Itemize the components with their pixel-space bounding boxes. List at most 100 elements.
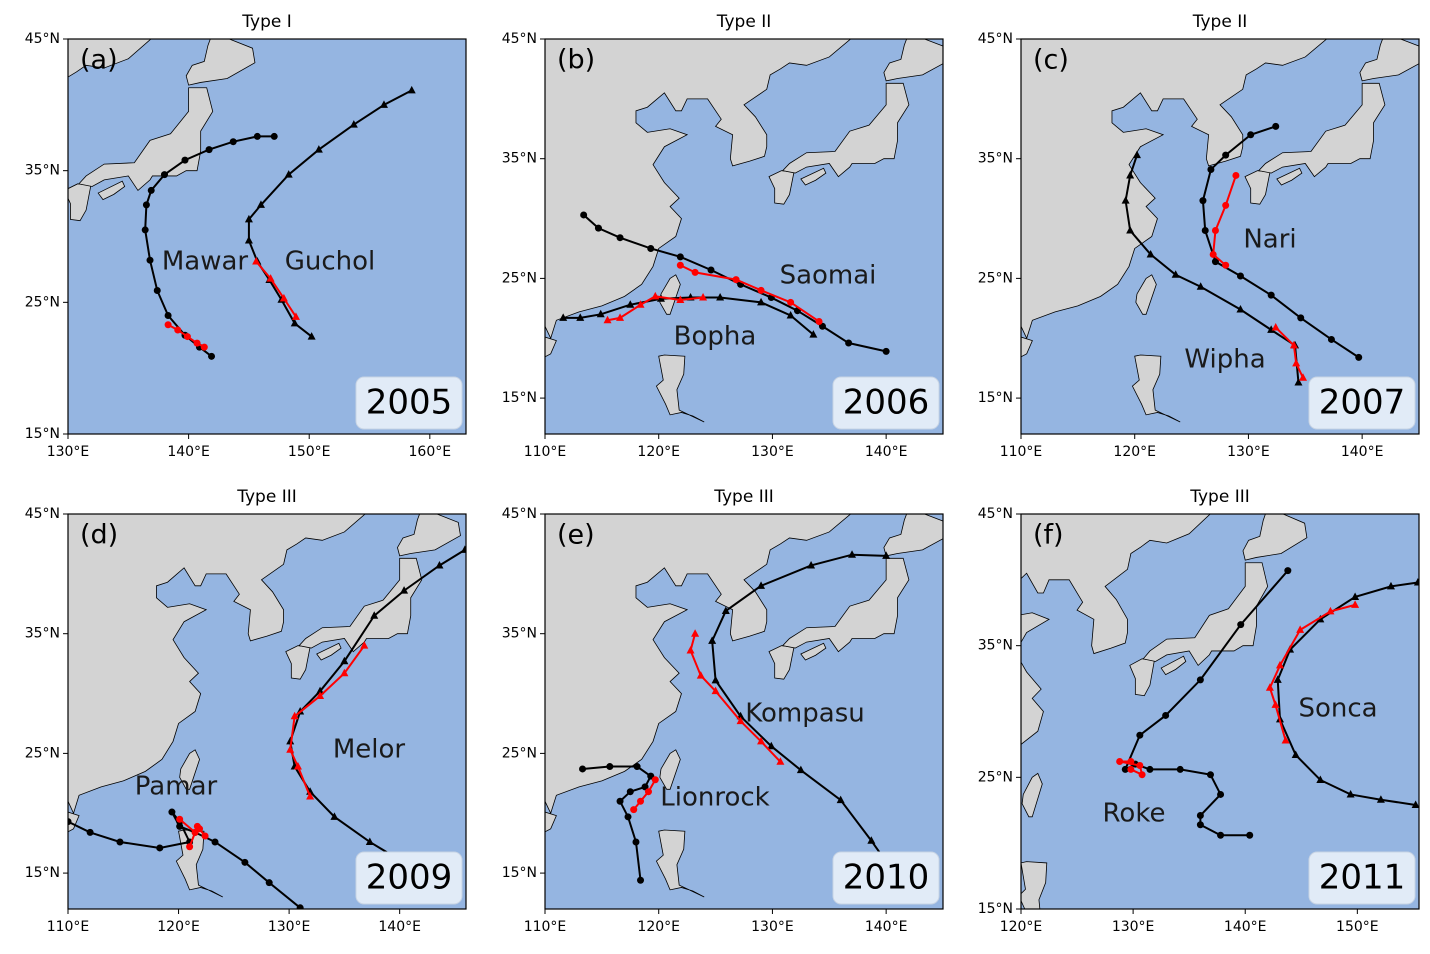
track-point [1196,812,1204,820]
track-point [365,837,374,845]
track-point [1211,227,1219,235]
y-tick-label: 15°N [978,901,1013,917]
track-point [787,298,795,306]
land [655,829,705,898]
year-box [355,376,463,430]
track-point [1222,261,1230,269]
track-point [340,656,349,665]
track-point [407,85,416,94]
track-point [460,545,466,553]
track-point [1132,150,1141,159]
track-line [1201,125,1360,359]
track-point [1199,197,1207,205]
panel-letter: (f) [1033,520,1064,551]
axes-frame [67,38,467,435]
land [1276,167,1303,186]
track-point [370,611,379,619]
track-point [1217,831,1225,839]
track-point [630,806,638,814]
track-point [1136,761,1144,769]
track-point [284,170,293,178]
track-point [293,762,302,770]
track-line [255,260,297,318]
y-tick-label: 45°N [978,31,1013,47]
x-tick-label: 140°E [865,444,908,460]
land [1142,562,1269,667]
track-point [314,145,323,153]
y-tick-label: 25°N [25,294,60,310]
track-label: Nari [1243,225,1296,255]
year-box [1308,376,1416,430]
track-point [330,812,339,820]
year-label: 2006 [843,383,930,423]
track-point [1297,314,1305,322]
track-point [86,828,94,836]
track-point [270,132,278,140]
land [179,749,200,790]
track-point [644,788,652,796]
panel-letter: (d) [80,520,118,551]
axes-frame [544,513,944,910]
track-label: Lionrock [660,783,769,813]
land [68,39,152,78]
track-point [691,268,699,276]
panel-title: Type I [241,12,291,32]
y-tick-label: 15°N [978,390,1013,406]
land [1135,274,1157,315]
panel-letter: (c) [1033,45,1069,76]
panel-title: Type III [713,487,774,507]
track-point [716,293,725,301]
track-point [181,156,189,164]
track-point [1292,358,1301,367]
track-point [651,291,660,300]
panel-title: Type II [716,12,771,32]
track-point [400,586,409,594]
track-point [1222,201,1230,209]
map-panel [545,514,943,909]
track-point [1176,765,1184,773]
track-point [1376,795,1385,803]
track-point [1201,227,1209,235]
land [397,514,461,557]
y-tick-label: 15°N [25,865,60,881]
track-point [1265,683,1274,691]
year-label: 2007 [1319,383,1406,423]
y-tick-label: 45°N [502,31,537,47]
panel-title: Type III [1189,487,1250,507]
track-label: Melor [333,735,406,765]
x-tick-label: 150°E [288,444,331,460]
land [545,39,852,340]
track-point [176,815,184,823]
ocean [68,39,466,434]
land [185,39,256,86]
track-label: Kompasu [745,699,864,729]
track-point [1294,378,1303,386]
axes-frame [544,38,944,435]
track-point [606,763,614,771]
track-point [626,788,634,796]
x-tick-label: 110°E [1000,444,1043,460]
track-point [68,818,72,826]
track-point [349,120,358,128]
axes-frame [67,513,467,910]
track-point [1247,131,1255,139]
track-point [1273,675,1282,683]
track-point [691,629,700,637]
track-point [160,171,168,179]
track-point [291,312,300,320]
year-box [1308,851,1416,905]
track-point [1207,165,1215,173]
track-label: Wipha [1184,345,1265,375]
track-point [796,765,805,774]
track-point [845,339,853,347]
track-point [316,686,325,695]
year-label: 2011 [1319,858,1406,898]
track-point [1272,122,1280,130]
track-point [637,797,645,805]
track-point [596,309,605,318]
track-point [256,200,265,208]
x-tick-label: 130°E [1227,444,1270,460]
axes-frame [1020,38,1420,435]
track-point [147,186,155,194]
year-label: 2005 [366,383,453,423]
